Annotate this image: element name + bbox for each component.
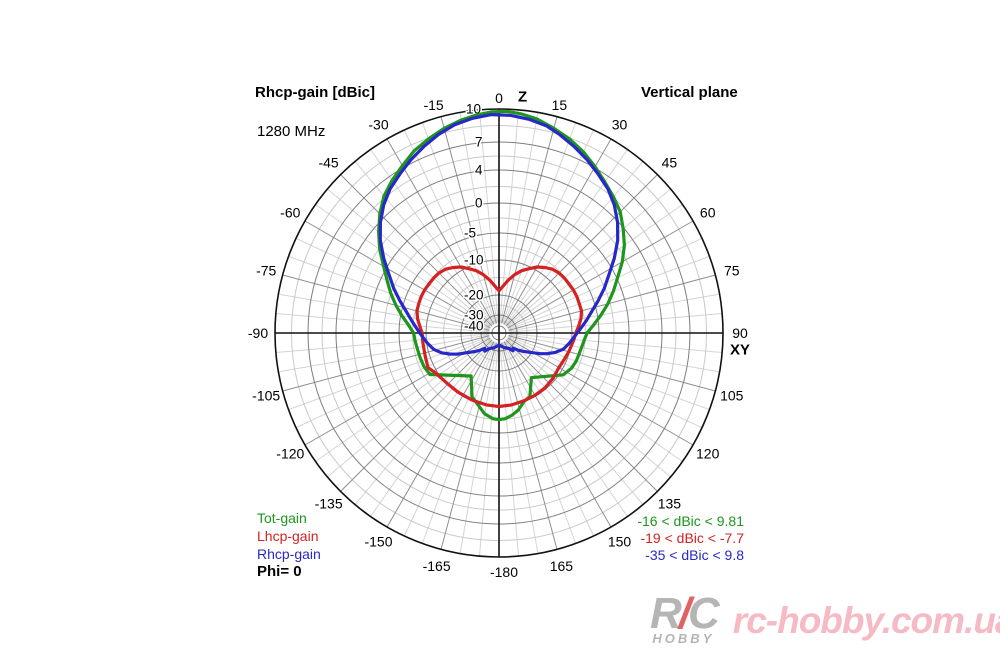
legend-item-lhcp-gain: Lhcp-gain	[257, 528, 319, 544]
svg-text:-165: -165	[423, 558, 451, 574]
svg-text:-15: -15	[423, 97, 443, 113]
legend-item-rhcp-gain: Rhcp-gain	[257, 546, 321, 562]
svg-text:30: 30	[612, 116, 628, 132]
xy-axis-label: XY	[730, 342, 750, 359]
svg-text:-45: -45	[318, 155, 338, 171]
watermark-logo: R/C HOBBY	[650, 589, 720, 647]
svg-text:0: 0	[475, 196, 483, 211]
plane-label: Vertical plane	[641, 84, 738, 101]
svg-text:-105: -105	[252, 387, 280, 403]
svg-text:-180: -180	[490, 564, 518, 580]
watermark-logo-rc: R/C	[650, 589, 720, 638]
svg-text:75: 75	[724, 263, 740, 279]
svg-text:-60: -60	[280, 205, 300, 221]
svg-text:165: 165	[550, 558, 574, 574]
svg-text:120: 120	[696, 446, 720, 462]
watermark-url: rc-hobby.com.ua	[732, 599, 1000, 641]
svg-text:-90: -90	[248, 325, 268, 341]
svg-text:-135: -135	[315, 495, 343, 511]
svg-text:90: 90	[732, 325, 748, 341]
range-tot-gain: -16 < dBic < 9.81	[637, 513, 744, 529]
svg-text:0: 0	[495, 90, 503, 106]
plot-title: Rhcp-gain [dBic]	[255, 84, 375, 101]
svg-text:4: 4	[475, 163, 483, 178]
svg-text:-150: -150	[364, 534, 392, 550]
svg-text:135: 135	[658, 495, 682, 511]
watermark-logo-hobby: HOBBY	[652, 631, 715, 646]
svg-text:-10: -10	[464, 253, 484, 268]
legend-item-tot-gain: Tot-gain	[257, 510, 307, 526]
svg-text:-75: -75	[256, 263, 276, 279]
z-axis-label: Z	[518, 89, 527, 106]
phi-label: Phi= 0	[257, 563, 302, 580]
svg-text:-30: -30	[464, 308, 484, 323]
svg-text:45: 45	[662, 155, 678, 171]
svg-text:-30: -30	[368, 116, 388, 132]
svg-text:-5: -5	[464, 226, 476, 241]
frequency-label: 1280 MHz	[257, 123, 326, 140]
watermark: R/C HOBBY rc-hobby.com.ua	[650, 589, 1000, 647]
svg-text:15: 15	[552, 97, 568, 113]
svg-text:-20: -20	[464, 288, 484, 303]
svg-text:105: 105	[720, 387, 744, 403]
svg-text:60: 60	[700, 205, 716, 221]
svg-text:7: 7	[475, 135, 483, 150]
range-rhcp-gain: -35 < dBic < 9.8	[645, 547, 744, 563]
svg-text:-120: -120	[276, 446, 304, 462]
range-lhcp-gain: -19 < dBic < -7.7	[640, 530, 744, 546]
svg-text:150: 150	[608, 534, 632, 550]
svg-text:-40: -40	[464, 319, 484, 334]
